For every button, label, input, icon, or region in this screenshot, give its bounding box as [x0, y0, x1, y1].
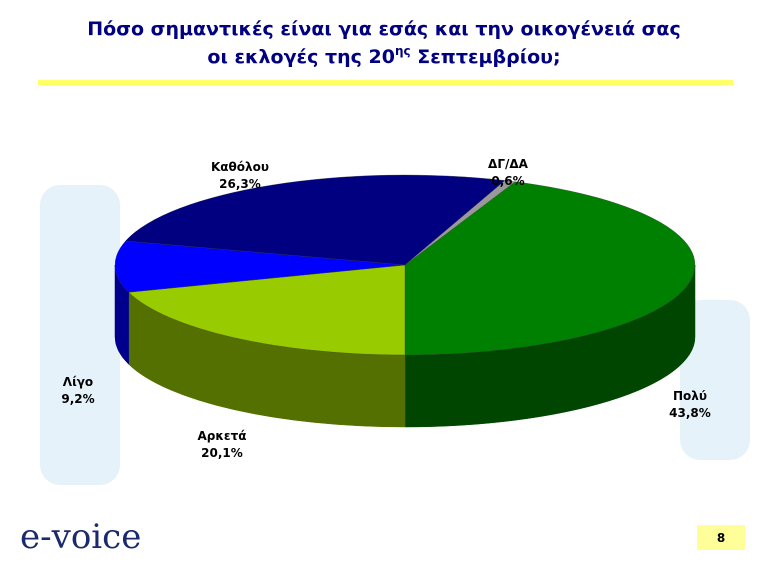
title-rule [38, 80, 733, 85]
title-part: οι εκλογές της 20 [207, 46, 395, 68]
slice [114, 240, 406, 293]
slice [125, 174, 506, 266]
slice [404, 181, 696, 356]
title-part: Σεπτεμβρίου; [411, 46, 561, 68]
slice-label: Αρκετά [198, 429, 247, 443]
title-line2: οι εκλογές της 20ης Σεπτεμβρίου; [207, 44, 560, 68]
slice-value-label: 43,8% [669, 406, 711, 420]
title-line1: Πόσο σημαντικές είναι για εσάς και την ο… [87, 18, 681, 40]
slice-value-label: 20,1% [201, 446, 243, 460]
watermark [40, 185, 120, 485]
slice-value-label: 0,6% [491, 174, 524, 188]
slice-label: Πολύ [673, 389, 707, 403]
slice-value-label: 9,2% [61, 392, 94, 406]
slice-label: Καθόλου [211, 160, 269, 174]
pie: Πολύ 43,8% Αρκετά 20,1% Λίγο 9,2% Καθόλου 26,3%… [61, 157, 710, 460]
watermark [680, 300, 750, 460]
slice-label: ΔΓ/ΔΑ [488, 157, 529, 171]
slice-label: Λίγο [63, 375, 93, 389]
slice [404, 180, 516, 266]
page-box [697, 525, 745, 550]
logo: e-voice [20, 517, 141, 557]
title-superscript: ης [395, 44, 411, 58]
slice [128, 264, 406, 356]
page-number: 8 [717, 531, 725, 545]
slice-value-label: 26,3% [219, 177, 261, 191]
